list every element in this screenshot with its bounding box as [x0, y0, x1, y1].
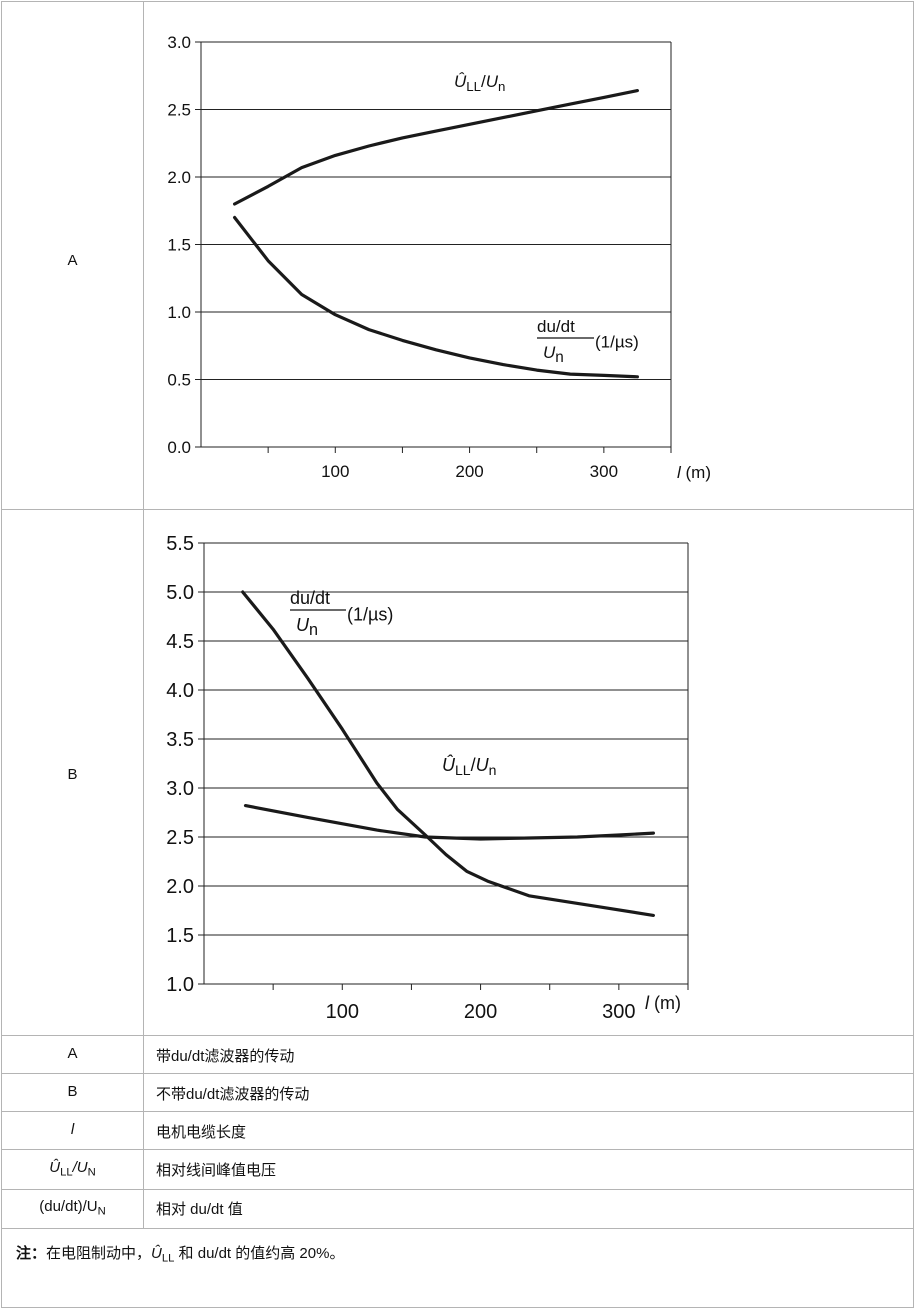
legend-key-l: l — [70, 1121, 75, 1138]
x-tick-label: 200 — [464, 1001, 497, 1023]
row-separator — [2, 1149, 913, 1150]
legend-desc-a: 带du/dt滤波器的传动 — [156, 1048, 295, 1065]
row-separator — [2, 1073, 913, 1074]
series-line — [241, 590, 656, 917]
x-axis-title-var: l — [677, 463, 682, 482]
row-separator — [2, 509, 913, 510]
y-tick-label: 3.5 — [166, 729, 194, 751]
x-tick-label: 100 — [326, 1001, 359, 1023]
series-label-dudt-den: Un — [296, 615, 318, 639]
series-label-dudt-den-n: n — [555, 349, 564, 366]
series-label-ull-slash: / — [471, 755, 476, 775]
y-tick-label: 5.0 — [166, 582, 194, 604]
series-line — [233, 215, 640, 379]
legend-key-ull-sub2: N — [87, 1166, 96, 1179]
note: 注：在电阻制动中，ÛLL 和 du/dt 的值约高 20%。 — [16, 1242, 344, 1264]
series-label-dudt-num: du/dt — [290, 588, 330, 608]
y-tick-label: 2.5 — [166, 827, 194, 849]
series-label-dudt-den: Un — [543, 343, 564, 366]
legend-desc-ull: 相对线间峰值电压 — [156, 1162, 277, 1179]
series-line — [233, 88, 640, 206]
row-label-a: A — [67, 252, 78, 269]
legend-key-b: B — [67, 1083, 78, 1100]
x-axis-title: l (m) — [645, 993, 681, 1013]
note-pre: 在电阻制动中， — [46, 1245, 152, 1262]
series-label-ull-sym: Û — [442, 754, 456, 775]
series-label-dudt-unit: (1/µs) — [347, 604, 393, 624]
x-tick-label: 300 — [590, 462, 618, 481]
legend-key-dudt-sub: N — [97, 1205, 106, 1218]
y-tick-label: 4.5 — [166, 631, 194, 653]
note-sym: Û — [151, 1245, 162, 1262]
series-label-ull: ÛLL/Un — [454, 72, 505, 94]
series-label-dudt-unit: (1/µs) — [595, 333, 639, 352]
series-label-ull: ÛLL/Un — [442, 754, 496, 778]
legend-key-ull: ÛLL/UN — [2, 1159, 143, 1178]
y-tick-label: 3.0 — [166, 778, 194, 800]
legend-key-dudt-sym: (du/dt)/U — [39, 1198, 98, 1215]
y-tick-label: 2.5 — [167, 101, 191, 120]
y-tick-label: 5.5 — [166, 533, 194, 555]
x-tick-label: 100 — [321, 462, 349, 481]
series-label-ull-u: U — [486, 72, 499, 91]
chart-b: 1.0 1.5 2.0 2.5 3.0 3.5 4.0 4.5 5.0 5.5 100 200 300 l… — [166, 533, 689, 1023]
y-tick-label: 2.0 — [167, 168, 191, 187]
x-axis-title-unit: (m) — [649, 993, 681, 1013]
x-axis-title: l (m) — [677, 463, 711, 482]
series-label-dudt-den-u: U — [543, 343, 556, 362]
row-separator — [2, 1035, 913, 1036]
legend-key-dudt: (du/dt)/UN — [2, 1198, 143, 1217]
series-label-ull-n: n — [498, 79, 505, 94]
x-tick-label: 200 — [455, 462, 483, 481]
legend-key-ull-sub: LL — [60, 1166, 73, 1179]
y-tick-label: 1.5 — [167, 236, 191, 255]
legend-desc-l: 电机电缆长度 — [156, 1124, 247, 1141]
y-tick-label: 1.0 — [167, 303, 191, 322]
x-tick-label: 300 — [602, 1001, 635, 1023]
note-label: 注： — [16, 1245, 47, 1262]
x-axis-title-var: l — [645, 993, 650, 1013]
series-label-ull-sym: Û — [454, 72, 467, 91]
note-sub: LL — [161, 1252, 175, 1265]
legend-key-a: A — [67, 1045, 78, 1062]
series-line — [243, 804, 656, 841]
series-label-dudt-den-n: n — [309, 621, 318, 639]
column-divider — [143, 2, 144, 1228]
series-label-ull-u: U — [476, 755, 490, 775]
note-post: 和 du/dt 的值约高 20%。 — [174, 1245, 345, 1262]
series-label-ull-slash: / — [481, 72, 486, 91]
series-label-ull-sub: LL — [455, 762, 471, 778]
row-separator — [2, 1189, 913, 1190]
row-separator — [2, 1228, 913, 1229]
row-label-b: B — [67, 766, 78, 783]
series-label-dudt-num: du/dt — [537, 317, 575, 336]
y-tick-label: 2.0 — [166, 876, 194, 898]
row-separator — [2, 1111, 913, 1112]
y-tick-label: 0.0 — [167, 438, 191, 457]
x-axis-title-unit: (m) — [681, 463, 711, 482]
legend-desc-b: 不带du/dt滤波器的传动 — [156, 1086, 310, 1103]
y-tick-label: 3.0 — [167, 33, 191, 52]
series-label-ull-sub: LL — [466, 79, 481, 94]
y-tick-label: 1.5 — [166, 925, 194, 947]
series-label-dudt-den-u: U — [296, 615, 310, 635]
y-tick-label: 1.0 — [166, 974, 194, 996]
legend-desc-dudt: 相对 du/dt 值 — [156, 1201, 243, 1218]
y-tick-label: 4.0 — [166, 680, 194, 702]
legend-key-ull-sym: Û — [49, 1159, 61, 1176]
legend-key-ull-tail: /U — [72, 1159, 88, 1176]
series-label-ull-n: n — [489, 762, 497, 778]
y-tick-label: 0.5 — [167, 371, 191, 390]
